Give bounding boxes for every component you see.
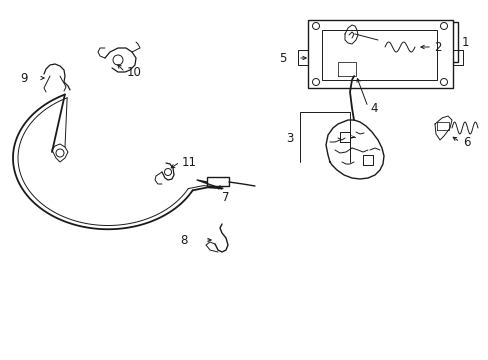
- Bar: [377, 22, 457, 62]
- Ellipse shape: [347, 68, 356, 82]
- Bar: [206, 177, 228, 186]
- Circle shape: [56, 149, 64, 157]
- Text: 4: 4: [369, 102, 377, 114]
- Text: 1: 1: [461, 36, 468, 49]
- Text: 10: 10: [127, 66, 142, 78]
- Circle shape: [440, 22, 447, 30]
- Text: 9: 9: [20, 72, 28, 85]
- Text: 7: 7: [222, 190, 229, 203]
- Text: 8: 8: [180, 234, 187, 247]
- Circle shape: [440, 78, 447, 86]
- Circle shape: [312, 78, 319, 86]
- Text: 6: 6: [462, 135, 469, 149]
- Text: 11: 11: [182, 156, 197, 168]
- Circle shape: [164, 168, 171, 176]
- Circle shape: [312, 22, 319, 30]
- Text: 3: 3: [286, 131, 293, 144]
- Bar: [321, 30, 436, 80]
- Text: 2: 2: [433, 41, 441, 54]
- Circle shape: [113, 55, 123, 65]
- Text: 5: 5: [278, 51, 285, 64]
- Bar: [307, 20, 452, 88]
